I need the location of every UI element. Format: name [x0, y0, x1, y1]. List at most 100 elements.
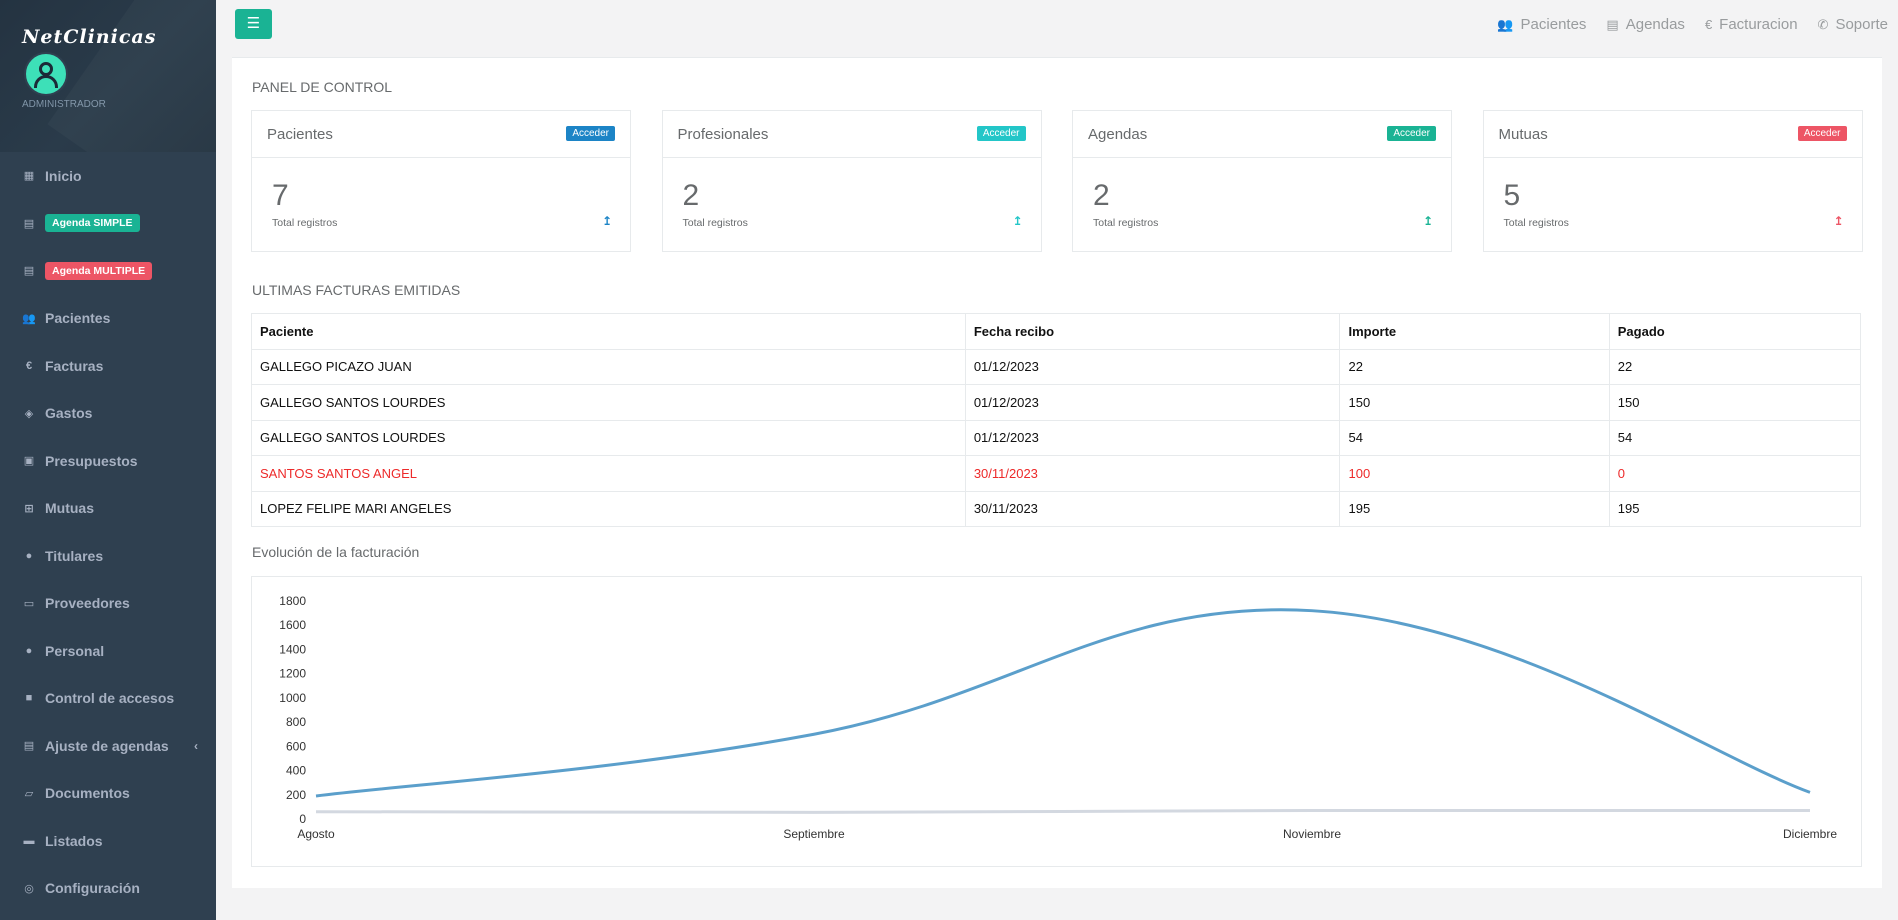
access-button[interactable]: Acceder — [1387, 126, 1436, 141]
table-cell: 01/12/2023 — [964, 384, 1341, 421]
sidebar-item-5[interactable]: ◈ Gastos — [0, 390, 216, 438]
column-header[interactable]: Fecha recibo — [964, 313, 1341, 350]
grid-icon: ▦ — [23, 170, 35, 183]
card-title: Pacientes — [267, 126, 333, 143]
y-tick-label: 1400 — [279, 642, 306, 656]
sidebar-item-label: Agenda SIMPLE — [45, 214, 140, 233]
sidebar-item-14[interactable]: ▬ Listados — [0, 817, 216, 865]
table-cell: GALLEGO SANTOS LOURDES — [251, 384, 966, 421]
stat-card: Mutuas Acceder 5 Total registros ↥ — [1482, 110, 1863, 252]
truck-icon: ▭ — [23, 597, 35, 610]
level-up-icon: ↥ — [1833, 214, 1844, 228]
card-subtitle: Total registros — [1093, 217, 1159, 229]
sidebar-item-label: Proveedores — [45, 595, 130, 612]
sidebar-item-label: Listados — [45, 832, 103, 849]
panel-title: PANEL DE CONTROL — [252, 79, 393, 95]
top-links: 👥 Pacientes ▤ Agendas € Facturacion ✆ Soporte — [1497, 16, 1888, 33]
brand-logo: NetClinicas — [22, 26, 157, 48]
table-row[interactable]: GALLEGO SANTOS LOURDES 01/12/2023 54 54 — [251, 419, 1862, 456]
table-cell: 54 — [1608, 419, 1862, 456]
sidebar-item-label: Ajuste de agendas — [45, 737, 169, 754]
table-cell: 150 — [1339, 384, 1610, 421]
sidebar-item-label: Documentos — [45, 785, 130, 802]
x-tick-label: Agosto — [297, 827, 335, 841]
card-title: Agendas — [1088, 126, 1148, 143]
table-row[interactable]: LOPEZ FELIPE MARI ANGELES 30/11/2023 195 19… — [251, 490, 1862, 527]
tag-icon: ◈ — [24, 407, 34, 420]
main-content: PANEL DE CONTROL Pacientes Acceder 7 Total … — [232, 57, 1882, 888]
users-icon: 👥 — [22, 312, 36, 325]
sidebar-item-label: Agenda MULTIPLE — [45, 261, 153, 280]
sidebar-item-0[interactable]: ▦ Inicio — [0, 152, 216, 200]
menu-toggle-button[interactable]: ☰ — [235, 9, 272, 39]
x-tick-label: Diciembre — [1783, 827, 1837, 841]
column-header[interactable]: Importe — [1339, 313, 1610, 350]
table-cell: 30/11/2023 — [964, 455, 1341, 492]
calendar-icon: ▤ — [1606, 17, 1619, 32]
phone-icon: ✆ — [1817, 17, 1829, 32]
stat-card: Profesionales Acceder 2 Total registros ↥ — [661, 110, 1042, 252]
sidebar-item-3[interactable]: 👥 Pacientes — [0, 295, 216, 343]
sidebar-item-11[interactable]: ■ Control de accesos — [0, 675, 216, 723]
sidebar-item-label: Mutuas — [45, 500, 94, 517]
access-button[interactable]: Acceder — [1797, 126, 1847, 141]
invoices-table: Paciente Fecha recibo Importe Pagado GALLEG… — [251, 313, 1862, 527]
y-tick-label: 1200 — [279, 667, 306, 681]
top-link-label: Agendas — [1625, 16, 1685, 33]
access-button[interactable]: Acceder — [566, 126, 615, 141]
top-link-label: Pacientes — [1520, 16, 1587, 33]
y-tick-label: 0 — [299, 812, 306, 826]
series-line — [315, 808, 1811, 814]
card-subtitle: Total registros — [682, 217, 748, 229]
table-cell: 195 — [1608, 490, 1862, 527]
sidebar-item-13[interactable]: ▱ Documentos — [0, 770, 216, 818]
y-tick-label: 1600 — [279, 618, 306, 632]
top-link-1[interactable]: ▤ Agendas — [1606, 16, 1685, 33]
sidebar-item-label: Gastos — [45, 405, 93, 422]
sidebar-item-2[interactable]: ▤ Agenda MULTIPLE — [0, 247, 216, 295]
y-tick-label: 400 — [286, 764, 306, 778]
sidebar-item-label: Titulares — [45, 547, 104, 564]
user-md-icon: ● — [25, 644, 33, 657]
table-row[interactable]: SANTOS SANTOS ANGEL 30/11/2023 100 0 — [251, 455, 1862, 492]
avatar[interactable] — [24, 52, 68, 96]
series-line — [315, 608, 1811, 798]
card-title: Profesionales — [677, 126, 769, 143]
sidebar-item-15[interactable]: ◎ Configuración — [0, 865, 216, 913]
folder-open-icon: ▱ — [24, 787, 34, 800]
y-tick-label: 600 — [286, 739, 306, 753]
sidebar-item-12[interactable]: ▤ Ajuste de agendas ‹ — [0, 722, 216, 770]
stat-card: Pacientes Acceder 7 Total registros ↥ — [251, 110, 631, 252]
level-up-icon: ↥ — [1422, 214, 1433, 228]
x-tick-label: Noviembre — [1283, 827, 1341, 841]
column-header[interactable]: Pagado — [1608, 313, 1862, 350]
top-link-3[interactable]: ✆ Soporte — [1818, 16, 1888, 33]
sidebar-item-10[interactable]: ● Personal — [0, 627, 216, 675]
sidebar-item-8[interactable]: ● Titulares — [0, 532, 216, 580]
top-link-2[interactable]: € Facturacion — [1705, 16, 1798, 33]
top-link-label: Facturacion — [1719, 16, 1798, 33]
table-row[interactable]: GALLEGO PICAZO JUAN 01/12/2023 22 22 — [251, 348, 1862, 385]
money-icon: ▣ — [23, 455, 35, 468]
sidebar-item-9[interactable]: ▭ Proveedores — [0, 580, 216, 628]
sidebar-item-label: Control de accesos — [45, 690, 175, 707]
sidebar-item-label: Presupuestos — [45, 452, 138, 469]
table-cell: 0 — [1608, 455, 1862, 492]
invoices-title: ULTIMAS FACTURAS EMITIDAS — [252, 282, 461, 298]
sidebar-item-1[interactable]: ▤ Agenda SIMPLE — [0, 200, 216, 248]
card-subtitle: Total registros — [1503, 217, 1569, 229]
card-value: 7 — [272, 179, 289, 212]
sidebar-item-label: Inicio — [45, 167, 82, 184]
column-header[interactable]: Paciente — [251, 313, 966, 350]
sidebar-item-7[interactable]: ⊞ Mutuas — [0, 485, 216, 533]
y-tick-label: 800 — [286, 715, 306, 729]
table-cell: 195 — [1339, 490, 1610, 527]
table-cell: GALLEGO PICAZO JUAN — [251, 348, 966, 385]
card-value: 5 — [1503, 179, 1521, 212]
table-cell: 22 — [1339, 348, 1610, 385]
sidebar-item-6[interactable]: ▣ Presupuestos — [0, 437, 216, 485]
access-button[interactable]: Acceder — [976, 126, 1026, 141]
table-row[interactable]: GALLEGO SANTOS LOURDES 01/12/2023 150 150 — [251, 384, 1862, 421]
top-link-0[interactable]: 👥 Pacientes — [1497, 16, 1586, 33]
sidebar-item-4[interactable]: € Facturas — [0, 342, 216, 390]
